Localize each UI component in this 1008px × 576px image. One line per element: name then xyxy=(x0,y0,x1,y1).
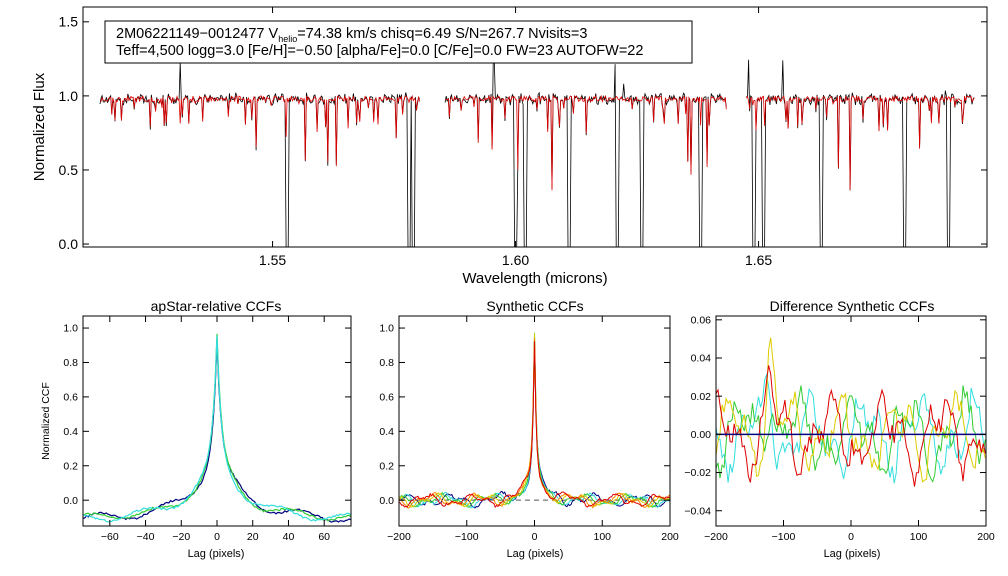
apstar-ccf-line xyxy=(83,340,351,523)
synthetic-ccf-xlabel: Lag (pixels) xyxy=(507,548,564,560)
model-spectrum-line xyxy=(746,94,975,191)
difference-ccf-line xyxy=(716,385,986,483)
y-tick-label: 0.00 xyxy=(691,429,712,441)
spectrum-traces xyxy=(99,59,975,247)
y-tick-label: 0.2 xyxy=(379,460,394,472)
y-tick-label: 0.02 xyxy=(691,391,712,403)
y-tick-label: 0.2 xyxy=(63,460,78,472)
x-tick-label: 100 xyxy=(593,531,611,543)
difference-ccf-line xyxy=(716,373,986,484)
synthetic-ccf-line xyxy=(399,341,670,508)
y-tick-label: 0.0 xyxy=(59,236,79,252)
x-tick-label: 200 xyxy=(977,531,995,543)
y-tick-label: 0.4 xyxy=(379,426,394,438)
synthetic-ccf-traces xyxy=(399,332,670,509)
info-line-1: 2M06221149−0012477 Vhelio=74.38 km/s chi… xyxy=(116,26,587,44)
info-line-2: Teff=4,500 logg=3.0 [Fe/H]=−0.50 [alpha/… xyxy=(116,43,643,59)
y-tick-label: 0.6 xyxy=(63,392,78,404)
spectrum-xlabel: Wavelength (microns) xyxy=(462,270,607,287)
y-tick-label: 0.4 xyxy=(63,426,78,438)
synthetic-ccf-ticks: −200 −100 0 100 200 0.0 0.2 0.4 0.6 0.8 1.0 xyxy=(379,316,679,543)
apstar-ccf-xlabel: Lag (pixels) xyxy=(188,548,245,560)
x-tick-label: −40 xyxy=(137,531,155,543)
apstar-ccf-line xyxy=(83,333,351,522)
y-tick-label: 1.0 xyxy=(59,88,79,104)
difference-ccf-panel: Difference Synthetic CCFs −200 −100 0 100 20… xyxy=(684,298,994,560)
apstar-ccf-traces xyxy=(83,333,351,523)
apstar-ccf-ticks: −60 −40 −20 0 20 40 60 0.0 0.2 0.4 0.6 0.8 1.0 xyxy=(63,316,351,543)
model-spectrum-line xyxy=(444,94,727,191)
synthetic-ccf-title: Synthetic CCFs xyxy=(486,298,583,314)
y-tick-label: −0.04 xyxy=(684,505,711,517)
x-tick-label: −60 xyxy=(101,531,119,543)
observed-spectrum-line xyxy=(99,61,420,247)
x-tick-label: 60 xyxy=(318,531,330,543)
spectrum-frame xyxy=(82,6,988,248)
difference-ccf-line xyxy=(716,365,986,487)
spectrum-panel: 1.55 1.60 1.65 0.0 0.5 1.0 1.5 2M06221149−0012… xyxy=(31,6,988,287)
x-tick-label: 1.60 xyxy=(502,252,529,268)
x-tick-label: 20 xyxy=(247,531,259,543)
x-tick-label: 1.65 xyxy=(745,252,772,268)
y-tick-label: 1.5 xyxy=(59,14,79,30)
y-tick-label: 0.0 xyxy=(379,495,394,507)
difference-ccf-title: Difference Synthetic CCFs xyxy=(770,298,935,314)
x-tick-label: −100 xyxy=(772,531,796,543)
x-tick-label: 100 xyxy=(910,531,928,543)
y-tick-label: 0.06 xyxy=(691,314,712,326)
observed-spectrum-line xyxy=(746,59,975,247)
x-tick-label: 0 xyxy=(214,531,220,543)
y-tick-label: 0.5 xyxy=(59,162,79,178)
x-tick-label: 1.55 xyxy=(259,252,286,268)
apstar-ccf-panel: apStar-relative CCFs −60 −40 −20 0 20 40 60 0.0… xyxy=(40,298,352,560)
apstar-ccf-title: apStar-relative CCFs xyxy=(151,298,282,314)
difference-ccf-xlabel: Lag (pixels) xyxy=(824,548,881,560)
y-tick-label: −0.02 xyxy=(684,467,711,479)
y-tick-label: 1.0 xyxy=(379,323,394,335)
y-tick-label: 0.0 xyxy=(63,495,78,507)
model-spectrum-line xyxy=(99,94,421,167)
x-tick-label: 0 xyxy=(532,531,538,543)
x-tick-label: −200 xyxy=(387,531,411,543)
y-tick-label: 1.0 xyxy=(63,323,78,335)
y-tick-label: 0.8 xyxy=(63,357,78,369)
difference-ccf-ticks: −200 −100 0 100 200 −0.04 −0.02 0.00 0.02 0.04 0.0… xyxy=(684,314,994,543)
apstar-ccf-line xyxy=(83,335,351,523)
x-tick-label: 0 xyxy=(848,531,854,543)
apstar-ccf-ylabel: Normalized CCF xyxy=(40,382,52,460)
x-tick-label: 200 xyxy=(661,531,679,543)
x-tick-label: 40 xyxy=(283,531,295,543)
synthetic-ccf-line xyxy=(399,333,670,508)
y-tick-label: 0.04 xyxy=(691,353,712,365)
spectrum-ylabel: Normalized Flux xyxy=(31,72,48,181)
spectrum-ticks: 1.55 1.60 1.65 0.0 0.5 1.0 1.5 xyxy=(59,7,987,268)
difference-ccf-traces xyxy=(716,337,986,487)
synthetic-ccf-line xyxy=(399,337,670,509)
synthetic-ccf-panel: Synthetic CCFs −200 −100 0 100 200 0.0 0.2 0.4 0… xyxy=(379,298,679,560)
x-tick-label: −200 xyxy=(704,531,728,543)
x-tick-label: −100 xyxy=(455,531,479,543)
observed-spectrum-line xyxy=(444,60,727,247)
info-box xyxy=(104,20,693,64)
x-tick-label: −20 xyxy=(172,531,190,543)
y-tick-label: 0.6 xyxy=(379,392,394,404)
y-tick-label: 0.8 xyxy=(379,357,394,369)
